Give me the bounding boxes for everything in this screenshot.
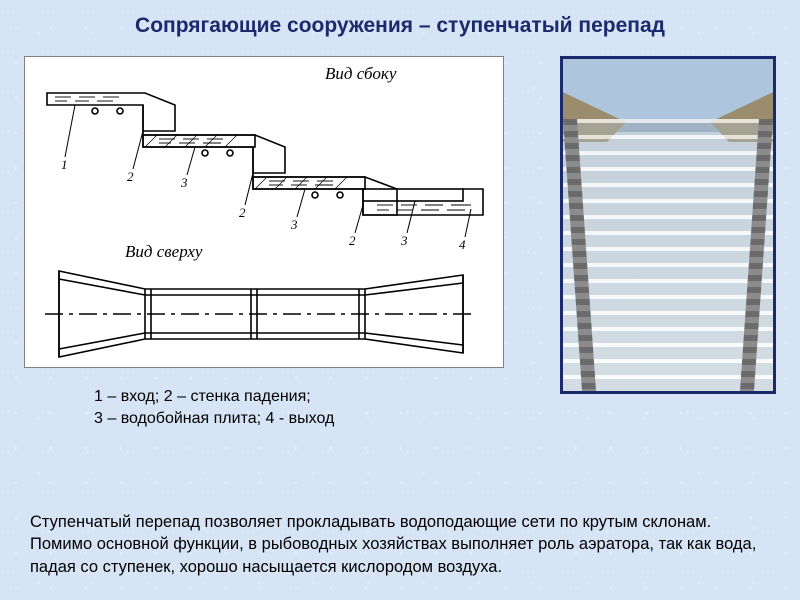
content-row: Вид сбоку xyxy=(0,38,800,429)
num-2b: 2 xyxy=(239,205,246,220)
title-text: Сопрягающие сооружения – ступенчатый пер… xyxy=(135,14,665,37)
top-view-label: Вид сверху xyxy=(125,242,203,261)
legend-line-1: 1 – вход; 2 – стенка падения; xyxy=(94,386,540,408)
num-1a: 1 xyxy=(61,157,68,172)
page-title: Сопрягающие сооружения – ступенчатый пер… xyxy=(0,0,800,38)
num-2a: 2 xyxy=(127,169,134,184)
top-view-drawing xyxy=(45,271,477,357)
engineering-diagram: Вид сбоку xyxy=(24,56,504,368)
legend-line-2: 3 – водобойная плита; 4 - выход xyxy=(94,408,540,430)
description-text: Ступенчатый перепад позволяет прокладыва… xyxy=(30,511,770,578)
legend: 1 – вход; 2 – стенка падения; 3 – водобо… xyxy=(94,386,540,429)
num-3b: 3 xyxy=(290,217,298,232)
num-3c: 3 xyxy=(400,233,408,248)
photo-water-steps xyxy=(563,119,773,391)
side-view-drawing xyxy=(47,93,483,215)
num-4: 4 xyxy=(459,237,466,252)
photo-stepped-spillway xyxy=(560,56,776,394)
num-3a: 3 xyxy=(180,175,188,190)
num-2c: 2 xyxy=(349,233,356,248)
side-view-label: Вид сбоку xyxy=(325,64,397,83)
diagram-column: Вид сбоку xyxy=(24,56,540,429)
